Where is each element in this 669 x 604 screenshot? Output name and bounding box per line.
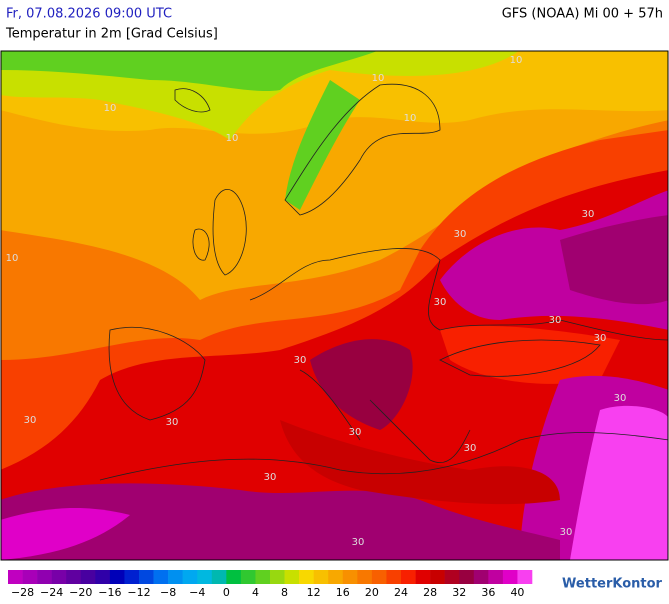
colorbar-swatch: [386, 570, 402, 584]
contour-label: 30: [549, 315, 562, 326]
colorbar-swatch: [240, 570, 256, 584]
colorbar-swatch: [182, 570, 198, 584]
colorbar-swatch: [357, 570, 373, 584]
colorbar-swatch: [401, 570, 416, 584]
contour-label: 10: [226, 133, 239, 144]
colorbar-tick-label: 40: [510, 586, 524, 599]
colorbar-tick-label: 24: [394, 586, 408, 599]
colorbar-swatch: [22, 570, 38, 584]
colorbar-tick-label: 12: [307, 586, 321, 599]
colorbar-swatch: [211, 570, 227, 584]
colorbar-swatch: [197, 570, 213, 584]
colorbar-swatch: [95, 570, 111, 584]
colorbar-swatch: [153, 570, 169, 584]
contour-label: 30: [464, 443, 477, 454]
colorbar-tick-label: 36: [481, 586, 495, 599]
colorbar-swatch: [444, 570, 460, 584]
colorbar-tick-label: 16: [336, 586, 350, 599]
contour-label: 30: [294, 355, 307, 366]
colorbar-swatch: [124, 570, 140, 584]
contour-label: 10: [404, 113, 417, 124]
colorbar-swatch: [313, 570, 329, 584]
contour-label: 10: [372, 73, 385, 84]
map-frame: [0, 50, 669, 561]
colorbar-swatch: [51, 570, 67, 584]
colorbar-swatch: [66, 570, 82, 584]
colorbar-tick-label: −16: [98, 586, 121, 599]
colorbar-swatch: [371, 570, 387, 584]
colorbar-swatch: [430, 570, 445, 584]
contour-label: 30: [434, 297, 447, 308]
contour-label: 30: [594, 333, 607, 344]
map: 10 10 10 10 10 10 30 30 30 30 30 30 30 30 30 30 30 30 30 30: [1, 51, 668, 560]
contour-label: 30: [264, 472, 277, 483]
colorbar-swatch: [473, 570, 489, 584]
colorbar-swatch: [299, 570, 314, 584]
colorbar-tick-label: −12: [127, 586, 150, 599]
colorbar-swatch: [168, 570, 183, 584]
colorbar-swatch: [139, 570, 154, 584]
contour-label: 30: [349, 427, 362, 438]
colorbar-swatch: [415, 570, 431, 584]
contour-label: 10: [6, 253, 19, 264]
brand: WetterKontor: [562, 577, 663, 592]
contour-label: 10: [510, 55, 523, 66]
contour-label: 10: [104, 103, 117, 114]
colorbar-tick-label: 8: [281, 586, 288, 599]
contour-label: 30: [166, 417, 179, 428]
colorbar-swatch: [459, 570, 475, 584]
colorbar-swatch: [255, 570, 271, 584]
subtitle: Temperatur in 2m [Grad Celsius]: [5, 27, 218, 42]
colorbar-swatch: [328, 570, 344, 584]
colorbar-tick-label: −4: [189, 586, 205, 599]
colorbar-tick-label: 0: [223, 586, 230, 599]
colorbar-swatch: [270, 570, 285, 584]
contour-label: 30: [582, 209, 595, 220]
colorbar-swatch: [284, 570, 300, 584]
colorbar-tick-label: 32: [452, 586, 466, 599]
colorbar-tick-label: −28: [11, 586, 34, 599]
colorbar-swatch: [517, 570, 533, 584]
datetime: Fr, 07.08.2026 09:00 UTC: [6, 7, 172, 22]
colorbar-swatch: [109, 570, 125, 584]
colorbar-swatch: [226, 570, 242, 584]
colorbar-swatch: [342, 570, 358, 584]
model-run: GFS (NOAA) Mi 00 + 57h: [502, 7, 663, 22]
contour-label: 30: [352, 537, 365, 548]
colorbar-tick-label: 20: [365, 586, 379, 599]
contour-label: 30: [24, 415, 37, 426]
colorbar-tick-label: −20: [69, 586, 92, 599]
colorbar-swatch: [488, 570, 504, 584]
contour-label: 30: [614, 393, 627, 404]
colorbar-tick-label: 28: [423, 586, 437, 599]
colorbar-swatch: [8, 570, 23, 584]
colorbar-tick-label: −24: [40, 586, 63, 599]
colorbar-swatch: [37, 570, 52, 584]
colorbar-swatch: [502, 570, 518, 584]
colorbar-tick-label: 4: [252, 586, 259, 599]
colorbar-tick-label: −8: [160, 586, 176, 599]
colorbar-swatch: [80, 570, 96, 584]
contour-label: 30: [454, 229, 467, 240]
contour-label: 30: [560, 527, 573, 538]
